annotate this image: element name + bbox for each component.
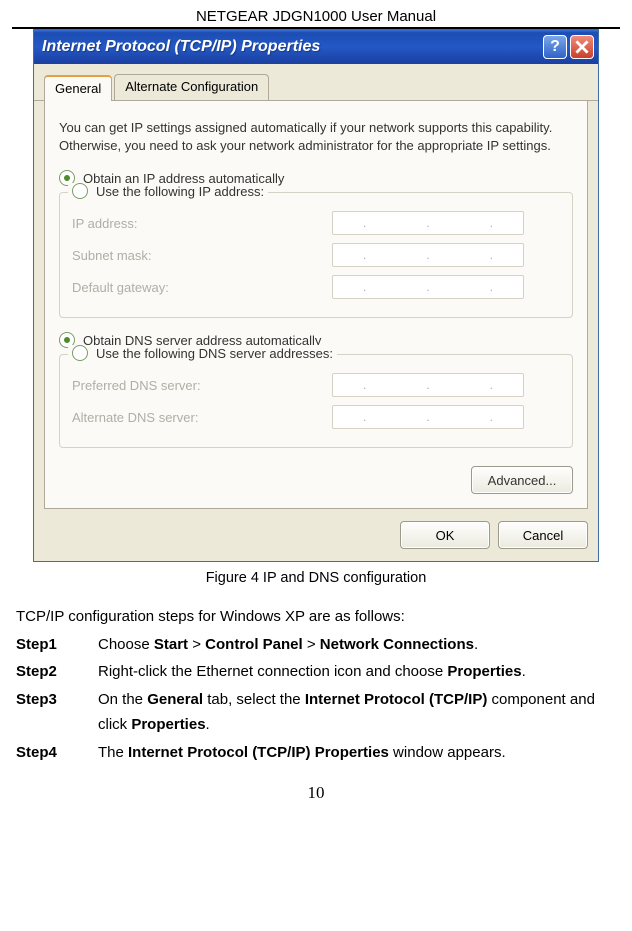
step-1: Step1 Choose Start > Control Panel > Net… [16, 632, 616, 658]
default-gateway-label: Default gateway: [72, 280, 332, 295]
dialog-button-row: OK Cancel [34, 509, 598, 561]
alternate-dns-input[interactable]: ... [332, 405, 524, 429]
help-icon: ? [550, 38, 560, 56]
ip-manual-group: Use the following IP address: IP address… [59, 192, 573, 318]
dns-manual-group: Use the following DNS server addresses: … [59, 354, 573, 448]
step-label: Step3 [16, 687, 98, 738]
body-text: TCP/IP configuration steps for Windows X… [16, 604, 616, 765]
radio-label: Use the following IP address: [96, 184, 264, 199]
tab-general[interactable]: General [44, 75, 112, 101]
subnet-mask-label: Subnet mask: [72, 248, 332, 263]
document-header: NETGEAR JDGN1000 User Manual [12, 8, 620, 29]
ip-address-input[interactable]: ... [332, 211, 524, 235]
step-2: Step2 Right-click the Ethernet connectio… [16, 659, 616, 685]
intro-text: You can get IP settings assigned automat… [59, 119, 573, 154]
radio-icon [72, 345, 88, 361]
tab-alternate-configuration[interactable]: Alternate Configuration [114, 74, 269, 100]
default-gateway-input[interactable]: ... [332, 275, 524, 299]
close-button[interactable] [570, 35, 594, 59]
titlebar: Internet Protocol (TCP/IP) Properties ? [34, 30, 598, 64]
step-4: Step4 The Internet Protocol (TCP/IP) Pro… [16, 740, 616, 766]
close-icon [575, 40, 589, 54]
help-button[interactable]: ? [543, 35, 567, 59]
ok-button[interactable]: OK [400, 521, 490, 549]
ip-address-label: IP address: [72, 216, 332, 231]
alternate-dns-label: Alternate DNS server: [72, 410, 332, 425]
subnet-mask-input[interactable]: ... [332, 243, 524, 267]
advanced-button[interactable]: Advanced... [471, 466, 573, 494]
preferred-dns-label: Preferred DNS server: [72, 378, 332, 393]
tab-content: You can get IP settings assigned automat… [44, 101, 588, 509]
page-number: 10 [12, 783, 620, 803]
preferred-dns-input[interactable]: ... [332, 373, 524, 397]
tab-strip: General Alternate Configuration [34, 64, 598, 101]
window-title: Internet Protocol (TCP/IP) Properties [42, 38, 540, 56]
step-label: Step1 [16, 632, 98, 658]
step-3: Step3 On the General tab, select the Int… [16, 687, 616, 738]
radio-use-following-dns[interactable]: Use the following DNS server addresses: [68, 345, 337, 361]
radio-use-following-ip[interactable]: Use the following IP address: [68, 183, 268, 199]
radio-icon [72, 183, 88, 199]
step-label: Step4 [16, 740, 98, 766]
cancel-button[interactable]: Cancel [498, 521, 588, 549]
dialog-window: Internet Protocol (TCP/IP) Properties ? … [33, 29, 599, 562]
radio-label: Use the following DNS server addresses: [96, 346, 333, 361]
step-label: Step2 [16, 659, 98, 685]
figure-caption: Figure 4 IP and DNS configuration [12, 570, 620, 586]
intro-paragraph: TCP/IP configuration steps for Windows X… [16, 604, 616, 630]
